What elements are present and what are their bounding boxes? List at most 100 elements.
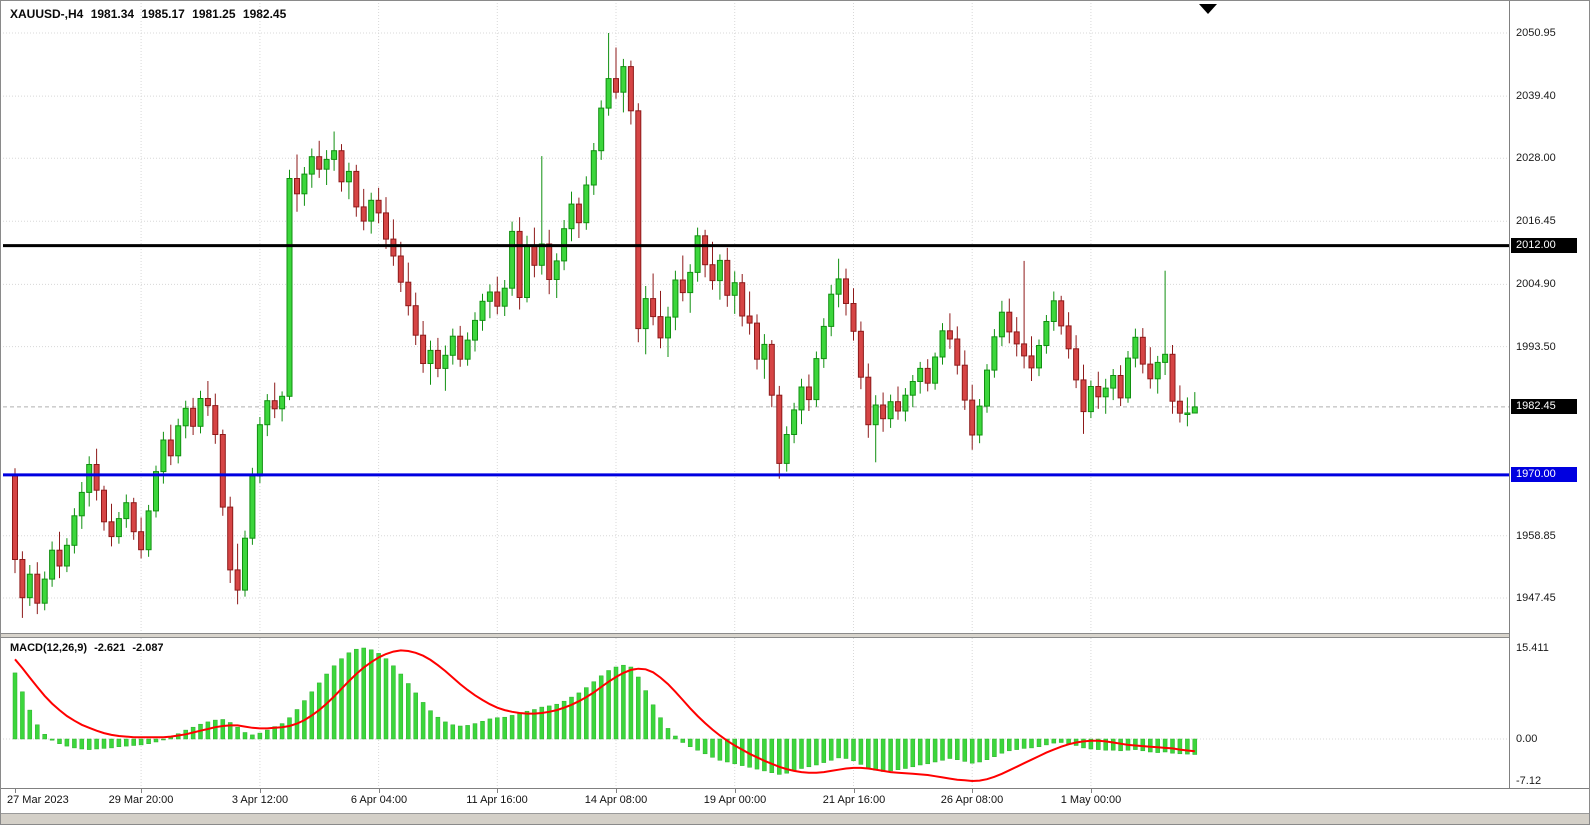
macd-histogram-bar	[1044, 738, 1049, 746]
candle	[805, 374, 812, 411]
macd-histogram-bar	[331, 665, 337, 740]
price-chart-canvas[interactable]	[3, 3, 1509, 633]
macd-histogram-bar	[1140, 738, 1146, 752]
candle	[598, 100, 605, 160]
candle	[123, 494, 130, 528]
candle	[1117, 365, 1124, 407]
candle	[583, 176, 590, 230]
macd-histogram-bar	[495, 717, 500, 740]
macd-histogram-bar	[673, 735, 678, 740]
macd-histogram-bar	[561, 700, 567, 740]
price-axis[interactable]: 2050.95 2039.40 2028.00 2016.45 2004.90 1993.…	[1509, 1, 1589, 788]
grid-layer	[3, 3, 1509, 633]
pane-divider[interactable]	[1, 633, 1589, 638]
macd-histogram-bar	[569, 696, 574, 740]
candle	[1110, 369, 1117, 401]
candle	[791, 402, 798, 444]
macd-histogram-bar	[598, 675, 604, 740]
candle	[590, 143, 597, 195]
candle	[880, 392, 887, 432]
candle	[575, 197, 582, 238]
candle	[34, 562, 41, 615]
price-pane[interactable]	[3, 3, 1509, 633]
macd-histogram-bar	[643, 690, 648, 740]
candle	[420, 321, 427, 373]
candle	[308, 148, 315, 188]
time-axis-label: 1 May 00:00	[1060, 794, 1122, 806]
candle	[182, 400, 189, 439]
time-axis-label: 27 Mar 2023	[7, 794, 69, 806]
candle	[516, 217, 523, 310]
macd-histogram-bar	[12, 672, 18, 740]
candle	[828, 284, 835, 337]
macd-histogram-bar	[20, 691, 25, 740]
price-axis-label: 1958.85	[1516, 530, 1556, 542]
macd-histogram-bar	[42, 734, 47, 740]
candles-layer	[12, 33, 1198, 618]
macd-histogram-bar	[368, 649, 374, 740]
macd-histogram-bar	[1096, 738, 1101, 750]
chart-shift-marker[interactable]	[1199, 4, 1217, 14]
candle	[271, 382, 278, 419]
macd-histogram-bar	[725, 738, 730, 763]
candle	[375, 187, 382, 224]
price-axis-label: 1947.45	[1516, 592, 1556, 604]
macd-histogram-bar	[539, 706, 545, 740]
candle	[768, 340, 775, 408]
candle	[479, 293, 486, 331]
candle	[472, 312, 478, 352]
candle	[242, 530, 248, 597]
candle	[509, 221, 516, 296]
macd-histogram-bar	[710, 738, 715, 758]
time-axis-tick	[735, 789, 736, 793]
candle	[969, 384, 976, 450]
macd-histogram-bar	[687, 738, 693, 747]
candle	[924, 359, 931, 392]
macd-histogram-bar	[27, 709, 33, 740]
candle	[783, 426, 790, 472]
candle	[1125, 351, 1131, 403]
candle	[709, 241, 716, 290]
candle	[12, 468, 18, 574]
candle	[1050, 291, 1057, 331]
macd-histogram-bar	[131, 738, 136, 746]
price-badge: 2012.00	[1511, 238, 1577, 253]
macd-histogram-bar	[903, 738, 908, 769]
candle	[449, 328, 456, 365]
time-axis-label: 11 Apr 16:00	[466, 794, 528, 806]
macd-histogram-bar	[962, 738, 968, 762]
candle	[865, 363, 872, 438]
macd-histogram-bar	[1133, 738, 1138, 750]
macd-histogram-bar	[1021, 738, 1027, 749]
macd-histogram-bar	[354, 648, 359, 740]
time-axis-tick	[141, 789, 142, 793]
candle	[279, 391, 286, 422]
macd-histogram-bar	[940, 738, 945, 761]
macd-histogram-bar	[391, 665, 396, 740]
candle	[746, 291, 753, 335]
candle	[145, 504, 152, 557]
candle	[383, 197, 389, 249]
macd-histogram-bar	[695, 738, 700, 751]
candle	[1043, 315, 1050, 354]
candle	[635, 103, 642, 343]
macd-histogram-bar	[205, 721, 211, 740]
candle	[1169, 345, 1176, 414]
macd-histogram	[12, 647, 1198, 775]
candle	[1132, 328, 1139, 368]
candle	[130, 497, 137, 540]
macd-chart-canvas[interactable]	[3, 638, 1509, 788]
candle	[190, 397, 197, 435]
time-axis-tick	[379, 789, 380, 793]
macd-histogram-bar	[376, 653, 381, 740]
macd-histogram-bar	[732, 738, 737, 765]
price-axis-label: 2016.45	[1516, 215, 1556, 227]
price-axis-label: 2004.90	[1516, 278, 1556, 290]
macd-pane[interactable]	[3, 638, 1509, 788]
macd-histogram-bar	[227, 722, 233, 740]
macd-histogram-bar	[257, 732, 263, 740]
candle	[71, 508, 78, 554]
candle	[998, 300, 1005, 347]
time-axis[interactable]: 27 Mar 2023 29 Mar 20:00 3 Apr 12:00 6 Apr …	[1, 788, 1589, 813]
macd-histogram-bar	[554, 703, 559, 740]
